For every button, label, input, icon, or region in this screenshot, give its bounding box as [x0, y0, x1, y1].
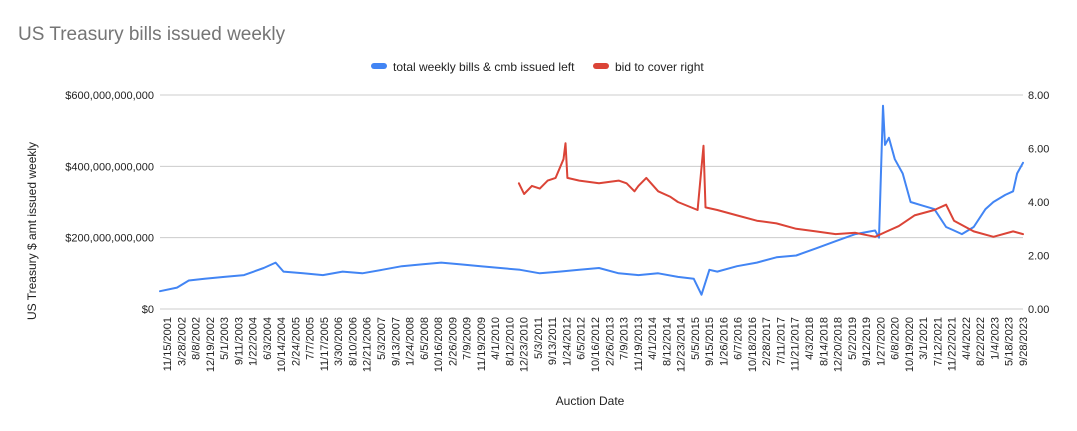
y-axis-title: US Treasury $ amt issued weekly: [25, 142, 39, 320]
legend-label-bid-to-cover: bid to cover right: [615, 60, 704, 74]
x-tick-label: 5/3/2011: [533, 317, 545, 359]
right-tick-label: 4.00: [1028, 197, 1049, 209]
x-tick-label: 10/16/2012: [590, 317, 602, 372]
right-tick-label: 6.00: [1028, 144, 1049, 156]
gridlines: [160, 94, 1023, 310]
x-tick-label: 4/4/2022: [961, 317, 973, 360]
x-tick-label: 11/17/2005: [319, 317, 331, 371]
left-tick-label: $0: [142, 304, 154, 316]
x-tick-label: 4/3/2018: [804, 317, 816, 360]
x-tick-label: 6/5/2008: [419, 317, 431, 360]
x-tick-label: 5/2/2019: [847, 317, 859, 360]
x-tick-label: 1/24/2012: [562, 317, 574, 366]
x-tick-label: 3/28/2002: [176, 317, 188, 366]
x-axis-ticks: 11/15/2001 3/28/2002 8/8/2002 12/19/2002 5/1…: [162, 317, 1030, 372]
x-tick-label: 2/26/2013: [604, 317, 616, 366]
x-tick-label: 5/1/2003: [219, 317, 231, 360]
x-tick-label: 8/12/2010: [504, 317, 516, 366]
x-tick-label: 6/7/2016: [733, 317, 745, 360]
x-tick-label: 7/9/2013: [619, 317, 631, 360]
series-line-bid-to-cover: [517, 142, 1024, 238]
x-tick-label: 12/21/2006: [362, 317, 374, 372]
legend-label-total-bills: total weekly bills & cmb issued left: [393, 60, 575, 74]
x-tick-label: 12/19/2002: [205, 317, 217, 372]
chart-title: US Treasury bills issued weekly: [18, 24, 286, 45]
x-tick-label: 9/28/2023: [1018, 317, 1030, 366]
x-tick-label: 3/1/2021: [918, 317, 930, 360]
x-tick-label: 11/19/2009: [476, 317, 488, 371]
x-tick-label: 8/8/2002: [191, 317, 203, 360]
x-tick-label: 3/30/2006: [333, 317, 345, 366]
x-tick-label: 11/19/2013: [633, 317, 645, 371]
x-tick-label: 10/14/2004: [276, 317, 288, 372]
x-tick-label: 7/7/2005: [305, 317, 317, 360]
x-tick-label: 10/18/2016: [747, 317, 759, 372]
left-tick-label: $400,000,000,000: [65, 161, 154, 173]
x-tick-label: 1/4/2023: [990, 317, 1002, 360]
x-tick-label: 2/24/2005: [290, 317, 302, 366]
right-axis-ticks: 0.00 2.00 4.00 6.00 8.00: [1028, 90, 1049, 316]
x-tick-label: 10/19/2020: [904, 317, 916, 372]
x-tick-label: 4/1/2014: [647, 317, 659, 360]
left-axis-ticks: $0 $200,000,000,000 $400,000,000,000 $600,0…: [65, 90, 154, 316]
left-tick-label: $600,000,000,000: [65, 90, 154, 102]
x-tick-label: 8/22/2022: [975, 317, 987, 366]
x-tick-label: 12/23/2014: [676, 317, 688, 372]
x-tick-label: 1/26/2016: [718, 317, 730, 366]
right-tick-label: 8.00: [1028, 90, 1049, 102]
x-tick-label: 8/12/2014: [661, 317, 673, 366]
x-tick-label: 2/28/2017: [761, 317, 773, 366]
x-tick-label: 9/15/2015: [704, 317, 716, 366]
x-tick-label: 10/16/2008: [433, 317, 445, 372]
x-tick-label: 11/22/2021: [947, 317, 959, 371]
legend-swatch-bid-to-cover: [593, 63, 609, 69]
x-tick-label: 5/3/2007: [376, 317, 388, 360]
right-tick-label: 0.00: [1028, 304, 1049, 316]
right-tick-label: 2.00: [1028, 251, 1049, 263]
x-tick-label: 2/26/2009: [447, 317, 459, 366]
x-tick-label: 7/11/2017: [776, 317, 788, 365]
x-tick-label: 11/15/2001: [162, 317, 174, 371]
x-tick-label: 9/11/2003: [233, 317, 245, 365]
x-axis-title: Auction Date: [556, 394, 625, 408]
x-tick-label: 11/21/2017: [790, 317, 802, 371]
series-lines: [159, 104, 1024, 296]
x-tick-label: 5/18/2023: [1004, 317, 1016, 366]
x-tick-label: 9/13/2011: [547, 317, 559, 365]
legend: total weekly bills & cmb issued left bid…: [371, 60, 704, 74]
legend-swatch-total-bills: [371, 63, 387, 69]
x-tick-label: 9/12/2019: [861, 317, 873, 366]
x-tick-label: 4/1/2010: [490, 317, 502, 360]
x-tick-label: 6/8/2020: [890, 317, 902, 360]
series-line-total-bills: [159, 104, 1024, 296]
x-tick-label: 1/22/2004: [248, 317, 260, 366]
x-tick-label: 1/27/2020: [875, 317, 887, 366]
x-tick-label: 5/5/2015: [690, 317, 702, 360]
x-tick-label: 8/14/2018: [818, 317, 830, 366]
x-tick-label: 7/12/2021: [932, 317, 944, 366]
x-tick-label: 12/20/2018: [833, 317, 845, 372]
x-tick-label: 1/24/2008: [405, 317, 417, 366]
x-tick-label: 6/5/2012: [576, 317, 588, 360]
x-tick-label: 9/13/2007: [390, 317, 402, 366]
x-tick-label: 8/10/2006: [348, 317, 360, 366]
x-tick-label: 7/9/2009: [462, 317, 474, 360]
x-tick-label: 12/23/2010: [519, 317, 531, 372]
x-tick-label: 6/3/2004: [262, 317, 274, 360]
left-tick-label: $200,000,000,000: [65, 233, 154, 245]
